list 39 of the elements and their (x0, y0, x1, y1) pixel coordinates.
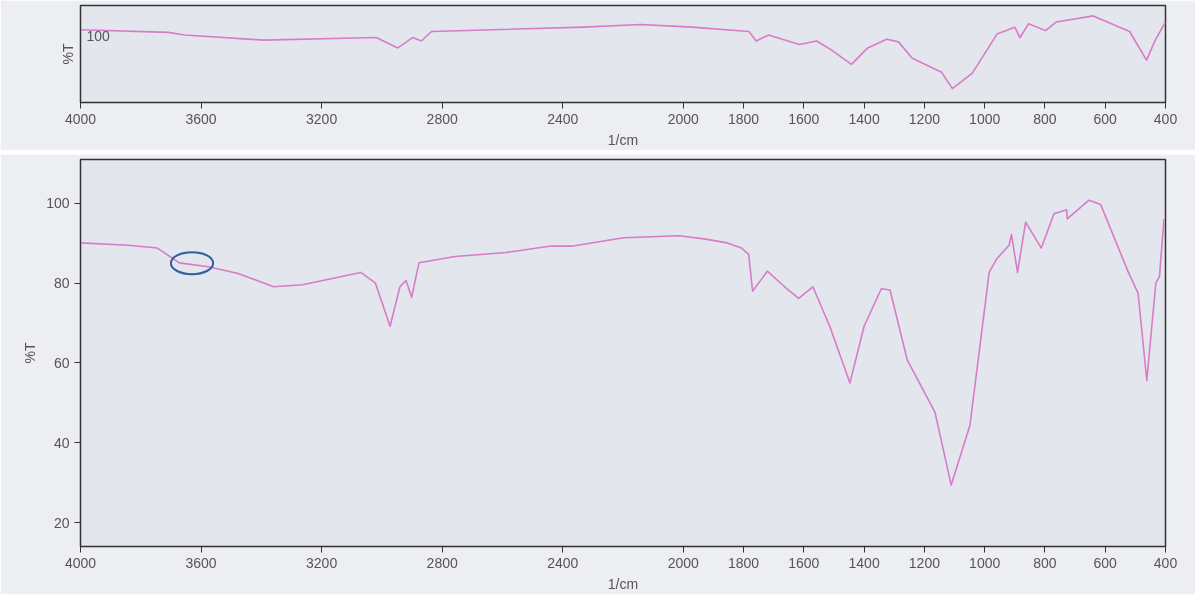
x-tick-label: 2400 (547, 554, 579, 571)
x-tick-label: 1800 (727, 110, 760, 127)
x-tick-label: 3600 (185, 554, 217, 571)
line-series (80, 199, 1165, 486)
x-axis-title: 1/cm (607, 575, 639, 592)
x-tick-label: 3600 (185, 110, 217, 127)
x-tick-label: 1200 (908, 554, 941, 571)
x-tick-label: 800 (1033, 110, 1057, 127)
x-tick-label: 4000 (64, 110, 97, 127)
x-tick-label: 2000 (667, 554, 700, 571)
x-tick-label: 3200 (306, 110, 338, 127)
x-tick-label: 1000 (969, 554, 1001, 571)
x-tick-label: 1600 (788, 554, 820, 571)
x-tick-label: 2000 (667, 110, 700, 127)
x-tick-label: 2800 (426, 554, 458, 571)
y-axis-title: %T (59, 43, 76, 65)
x-tick-label: 400 (1153, 110, 1178, 127)
x-axis-title: 1/cm (607, 131, 639, 148)
x-tick-label: 1000 (969, 110, 1001, 127)
x-tick-label: 400 (1153, 554, 1178, 571)
x-tick-label: 2400 (547, 110, 579, 127)
x-tick-label: 2800 (426, 110, 458, 127)
y-tick-label: 20 (53, 514, 70, 531)
x-tick-label: 3200 (306, 554, 338, 571)
annotation: 100 (86, 27, 111, 44)
y-tick-label: 80 (53, 275, 70, 292)
x-tick-label: 1400 (848, 554, 880, 571)
x-tick-label: 1400 (848, 110, 880, 127)
y-tick-label: 60 (53, 354, 70, 371)
x-tick-label: 600 (1093, 110, 1118, 127)
y-tick-label: 40 (53, 434, 70, 451)
x-tick-label: 800 (1033, 554, 1057, 571)
y-axis-title: %T (22, 342, 39, 364)
y-tick-label: 100 (46, 195, 70, 212)
x-tick-label: 1200 (908, 110, 941, 127)
x-tick-label: 1800 (727, 554, 760, 571)
x-tick-label: 4000 (64, 554, 97, 571)
x-tick-label: 1600 (788, 110, 820, 127)
x-tick-label: 600 (1093, 554, 1118, 571)
